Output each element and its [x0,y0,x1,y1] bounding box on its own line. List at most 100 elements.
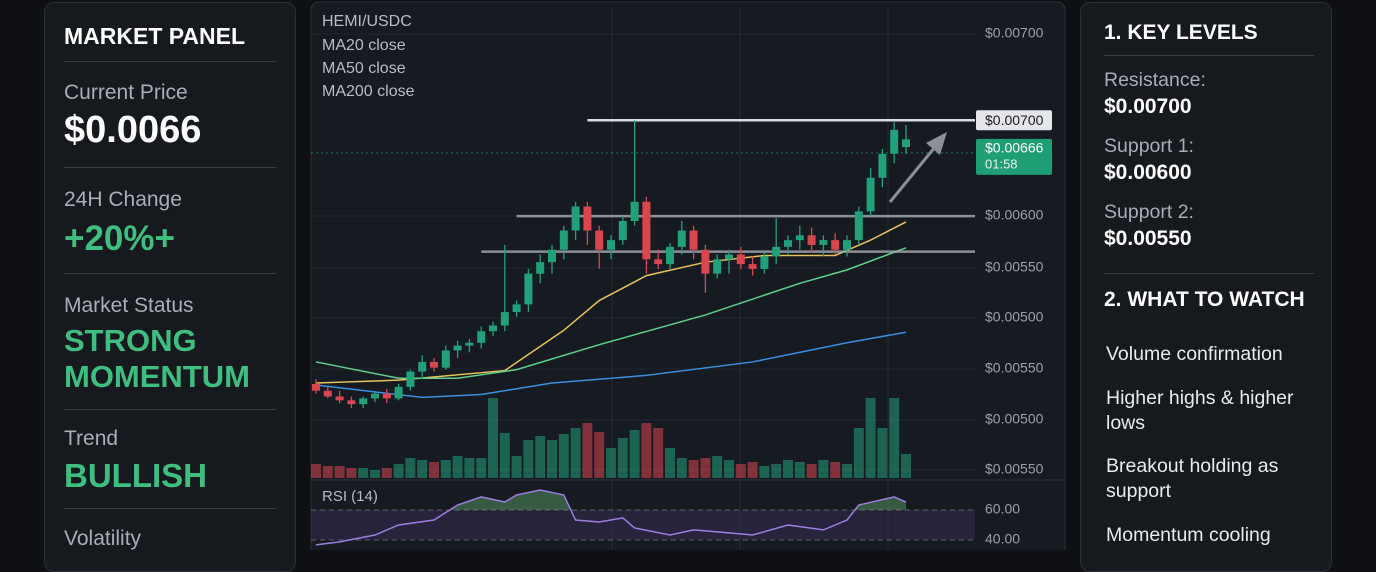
volume-bar [429,462,439,478]
volume-bar [735,464,746,478]
candle-body [382,393,391,399]
candle-body [524,273,533,305]
label: Support 2: [1104,201,1194,223]
legend-entry: MA50 close [322,60,406,77]
candle-body [854,211,863,241]
label: Current Price [64,81,188,104]
resistance-tag: $0.00700 [985,112,1044,128]
volume-bar [535,436,546,478]
volume-bar [606,448,616,478]
candle-body [512,304,521,313]
ma-line [315,331,907,399]
volume-bar [488,398,498,478]
candle-body [453,345,462,351]
volume-bar [334,466,345,478]
volume-bar [853,428,864,478]
divider [1104,273,1314,274]
volume-bar [417,460,428,478]
left-panel: MARKET PANEL Current Price $0.0066 24H C… [44,2,296,572]
volume-bar [370,470,380,478]
candle-body [878,153,887,178]
volume-bar [865,398,876,478]
candle-body [725,254,733,260]
volume-bar [700,458,711,478]
volume-bar [818,460,829,478]
candle-body [500,312,509,326]
watch-item: Volume confirmation [1106,343,1283,365]
value: $0.0066 [64,109,202,151]
divider [64,273,276,274]
volume-bar [724,460,734,478]
candle-body [784,240,792,247]
rsi-line [315,489,907,546]
candle-body [583,206,592,231]
volume-bar [358,468,369,478]
candle-body [477,331,486,343]
candle-body [654,259,663,265]
label: Market Status [64,294,194,317]
value: $0.00700 [1104,95,1192,118]
candle-body [595,230,604,250]
volume-bar [712,456,723,478]
volume-bar [547,440,557,478]
volume-bar [889,398,900,478]
divider [64,167,276,168]
arrow-head [926,132,947,155]
page: MARKET PANEL Current Price $0.0066 24H C… [44,1,1332,572]
last-price-label: $0.00666 [985,140,1044,156]
volume-bar [452,456,463,478]
last-price-timer: 01:58 [985,156,1018,171]
volume-bar [346,468,357,478]
value: +20%+ [64,219,175,258]
volume-bar [783,460,793,478]
volume-bar [759,466,770,478]
candle-body [559,230,568,250]
watch-item: Higher highs & higher lows [1106,387,1294,434]
rsi-tick-label: 40.00 [985,531,1020,547]
candle-body [607,240,615,250]
candle-body [713,259,722,274]
candle-body [394,386,403,399]
volume-bar [582,423,593,478]
candle-body [902,139,910,148]
volume-bar [476,458,487,478]
volume-bar [499,433,510,478]
candle-body [642,201,651,260]
volume-bar [405,458,416,478]
volume-bar [830,462,841,478]
volume-bar [523,440,534,478]
candle-body [489,325,497,332]
chart-panel [310,1,1066,550]
candle-body [630,201,639,221]
candle-body [465,342,474,346]
volume-bar [665,448,675,478]
label: Trend [64,427,119,450]
label: 24H Change [64,188,182,211]
volume-bar [842,464,852,478]
rsi-title: RSI (14) [322,488,378,505]
candle-body [418,361,427,372]
price-axis-label: $0.00600 [985,207,1044,223]
candle-body [701,249,710,274]
candle-body [430,361,438,368]
chart: $0.00700 $0.00600 $0.00550 $0.00500 $0.00550… [310,1,1066,550]
candle-body [347,400,356,405]
label: Support 1: [1104,135,1194,157]
candle-body [312,384,320,391]
candle-body [666,246,674,265]
divider [64,409,276,410]
divider [64,508,276,509]
volume-bar [806,464,817,478]
divider [1104,55,1314,56]
candle-body [536,262,545,274]
candle-body [571,206,580,231]
volume-bar [771,464,782,478]
volume-bar [688,460,699,478]
volume-bar [641,423,652,478]
candle-body [548,249,556,263]
volume-bar [676,458,687,478]
candle-body [618,220,627,241]
volume-bar [617,438,628,478]
value: BULLISH [64,457,207,494]
volume-bar [511,456,522,478]
